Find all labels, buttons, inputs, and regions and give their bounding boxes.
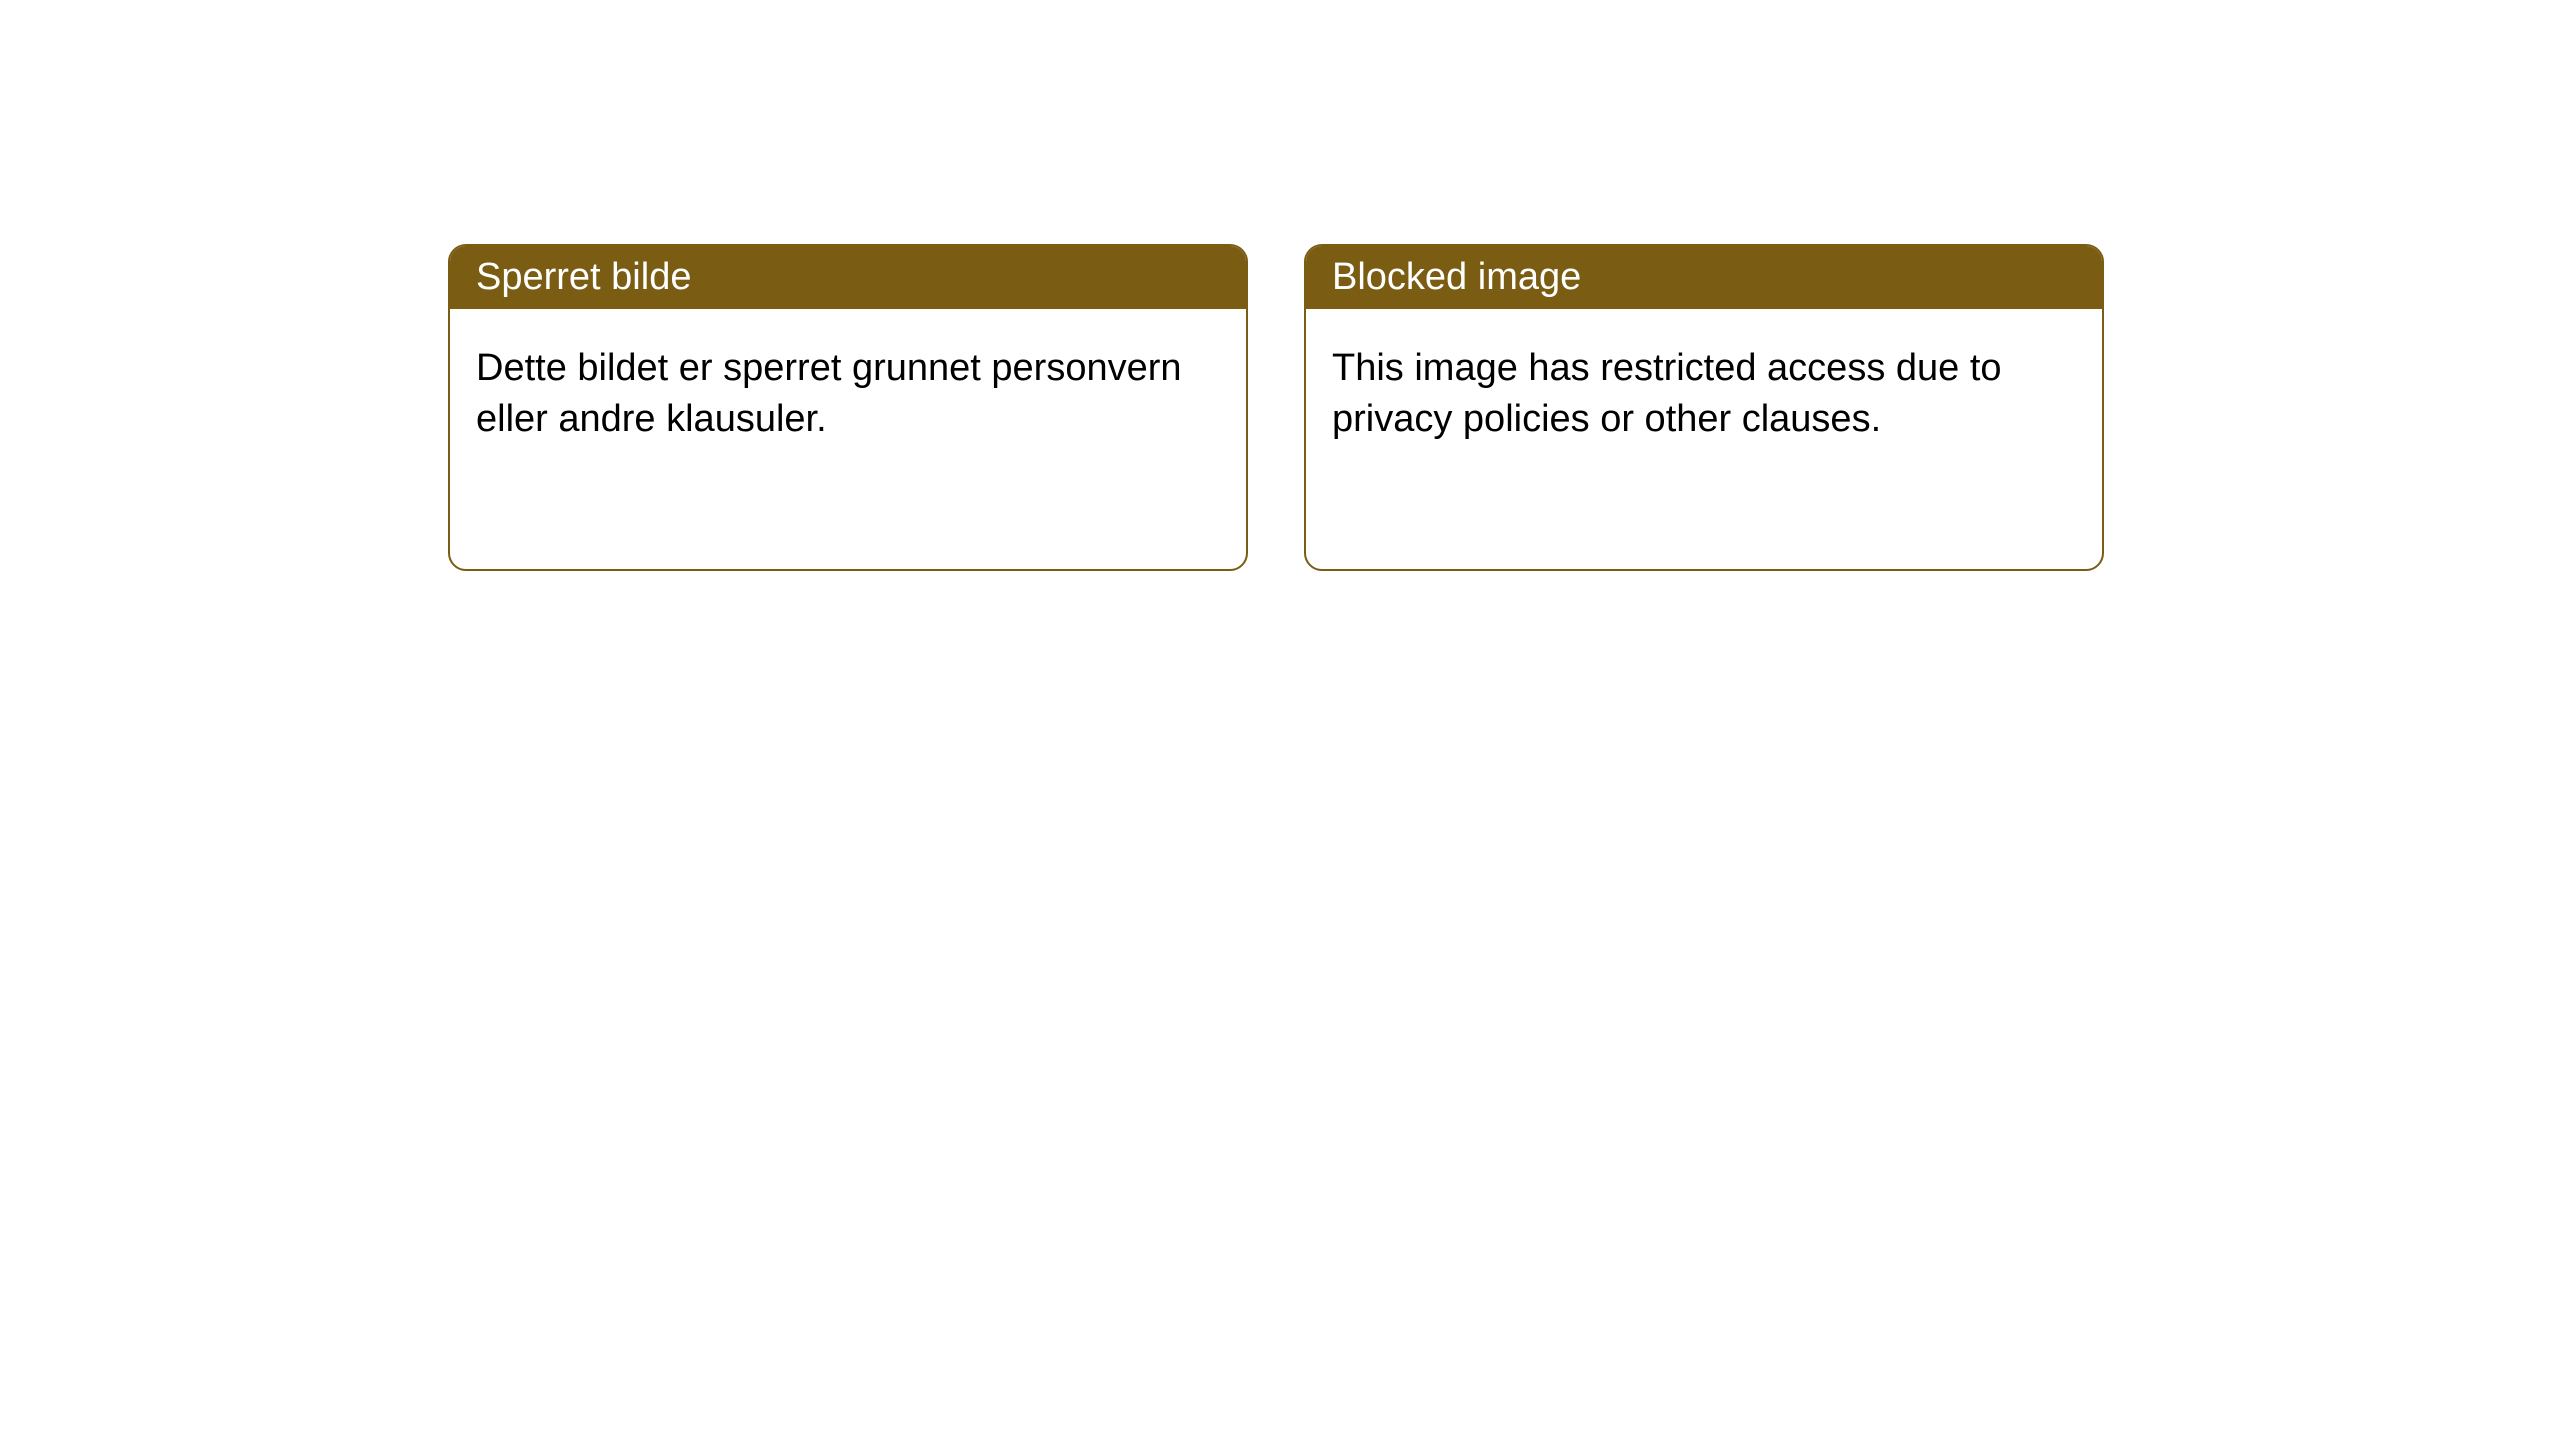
notice-body: Dette bildet er sperret grunnet personve… bbox=[450, 309, 1246, 569]
notice-body: This image has restricted access due to … bbox=[1306, 309, 2102, 569]
notice-title: Blocked image bbox=[1306, 246, 2102, 309]
notice-cards-container: Sperret bilde Dette bildet er sperret gr… bbox=[0, 0, 2560, 571]
notice-card-english: Blocked image This image has restricted … bbox=[1304, 244, 2104, 571]
notice-card-norwegian: Sperret bilde Dette bildet er sperret gr… bbox=[448, 244, 1248, 571]
notice-title: Sperret bilde bbox=[450, 246, 1246, 309]
